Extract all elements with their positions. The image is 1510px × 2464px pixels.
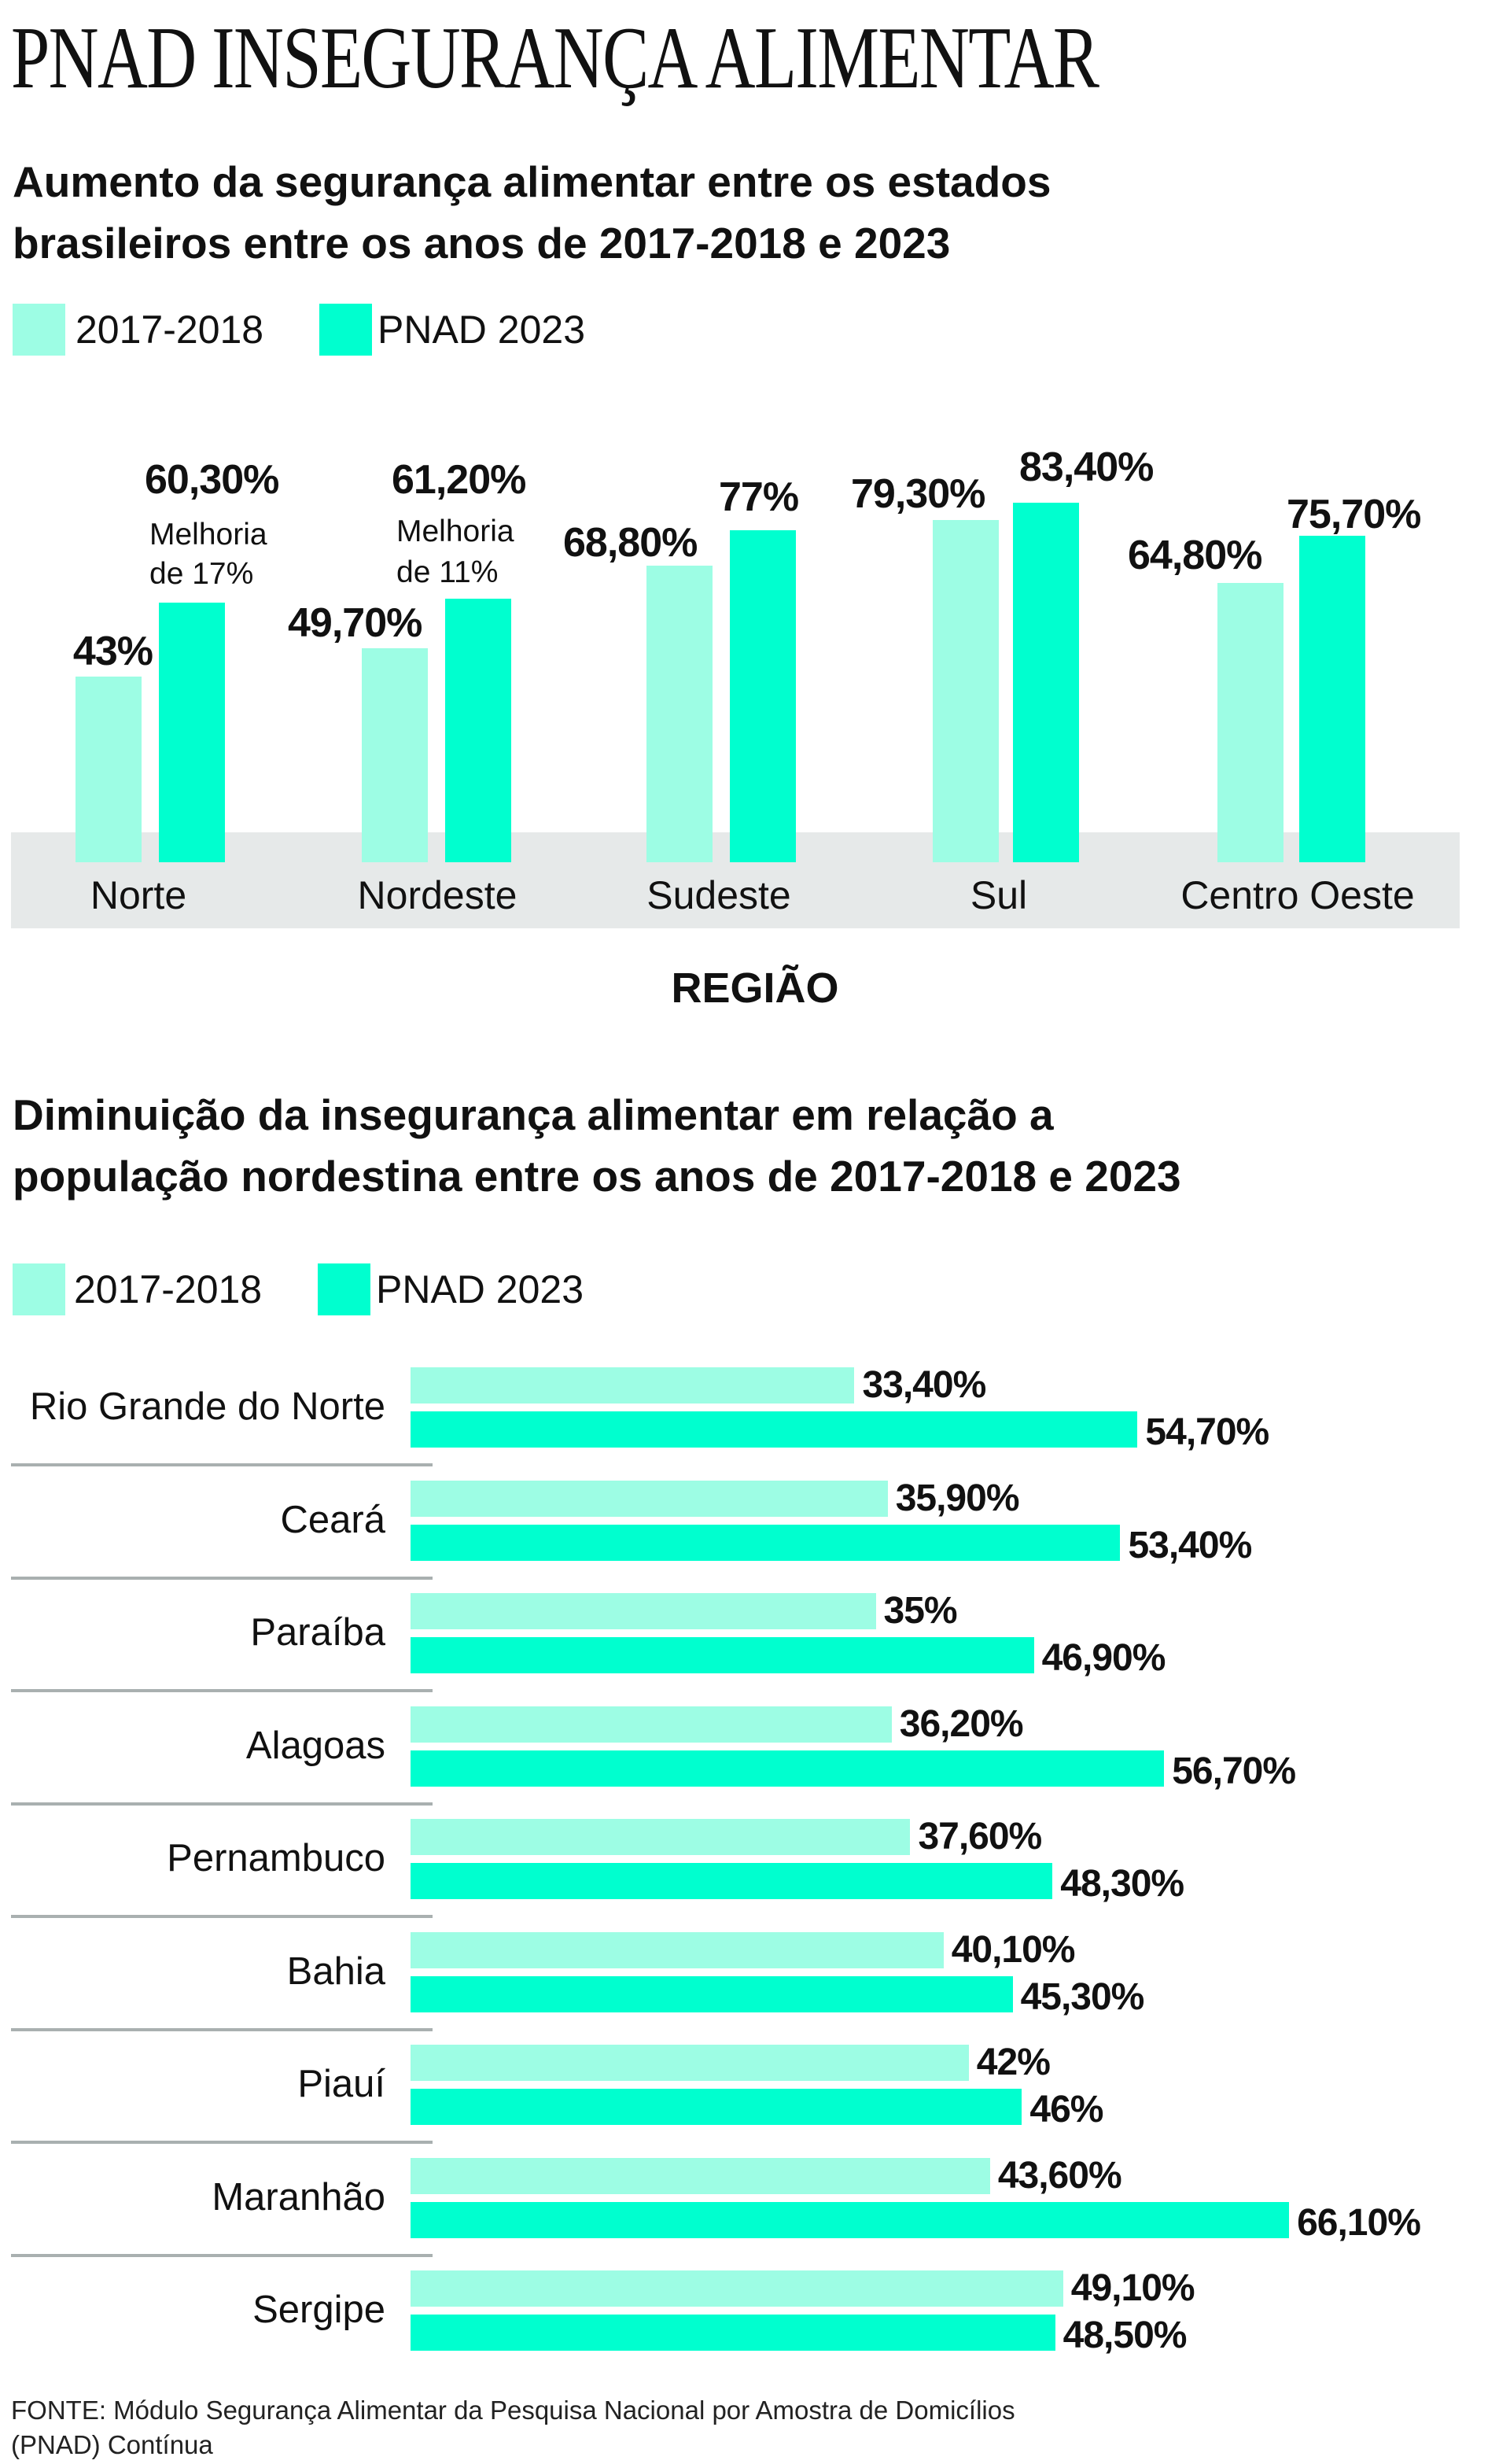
hbar-2023 xyxy=(411,1975,1013,2012)
x-axis-label: REGIÃO xyxy=(671,965,839,1012)
value-label: 46,90% xyxy=(1041,1637,1166,1679)
row-separator xyxy=(11,1802,433,1806)
annotation-text: de 17% xyxy=(149,557,254,591)
state-label: Alagoas xyxy=(245,1724,385,1767)
chart2-title-line1: Diminuição da insegurança alimentar em r… xyxy=(13,1090,1054,1139)
category-label: Sudeste xyxy=(646,873,791,917)
value-label: 54,70% xyxy=(1145,1411,1269,1453)
value-label: 48,30% xyxy=(1060,1863,1184,1905)
value-label: 43% xyxy=(72,629,153,674)
source-line1: FONTE: Módulo Segurança Alimentar da Pes… xyxy=(11,2396,1015,2425)
value-label: 35% xyxy=(883,1590,958,1632)
legend1-label-2023: PNAD 2023 xyxy=(378,308,586,352)
legend1-swatch-2017-2018 xyxy=(13,304,65,356)
bar-sul-2017-2018 xyxy=(933,520,999,862)
value-label: 48,50% xyxy=(1063,2315,1188,2356)
row-separator xyxy=(11,1915,433,1918)
hbar-2017-2018 xyxy=(411,1480,888,1517)
state-label: Paraíba xyxy=(250,1611,385,1654)
hbar-2023 xyxy=(411,2089,1022,2125)
value-label: 37,60% xyxy=(918,1816,1042,1857)
bar-sul-2023 xyxy=(1013,502,1079,862)
legend2-label-2017-2018: 2017-2018 xyxy=(74,1267,263,1311)
legend2-label-2023: PNAD 2023 xyxy=(376,1267,584,1311)
value-label: 61,20% xyxy=(392,457,526,503)
state-label: Pernambuco xyxy=(167,1837,385,1879)
bar-norte-2023 xyxy=(159,602,225,862)
hbar-2017-2018 xyxy=(411,2045,969,2081)
row-separator xyxy=(11,1576,433,1580)
hbar-2023 xyxy=(411,1411,1138,1448)
hbar-2023 xyxy=(411,1524,1121,1561)
hbar-2017-2018 xyxy=(411,1593,876,1629)
bar-sudeste-2023 xyxy=(730,530,796,862)
state-label: Sergipe xyxy=(252,2289,385,2331)
source-line2: (PNAD) Contínua xyxy=(11,2430,213,2459)
hbar-2017-2018 xyxy=(411,1367,855,1404)
category-label: Nordeste xyxy=(357,873,517,917)
main-title: PNAD INSEGURANÇA ALIMENTAR xyxy=(11,9,1099,107)
value-label: 49,10% xyxy=(1070,2267,1195,2309)
value-label: 64,80% xyxy=(1128,533,1262,578)
category-label: Centro Oeste xyxy=(1180,873,1415,917)
bar-sudeste-2017-2018 xyxy=(646,565,713,862)
hbar-2023 xyxy=(411,1863,1053,1899)
row-separator xyxy=(11,2027,433,2031)
category-label: Norte xyxy=(90,873,187,917)
value-label: 45,30% xyxy=(1020,1975,1145,2018)
state-label: Maranhão xyxy=(212,2175,385,2219)
value-label: 42% xyxy=(976,2042,1051,2083)
value-label: 66,10% xyxy=(1297,2201,1421,2244)
value-label: 60,30% xyxy=(145,457,279,503)
value-label: 79,30% xyxy=(851,471,985,517)
row-separator xyxy=(11,2253,433,2257)
value-label: 46% xyxy=(1029,2089,1103,2130)
chart1-title-line1: Aumento da segurança alimentar entre os … xyxy=(13,157,1051,206)
chart2-title-line2: população nordestina entre os anos de 20… xyxy=(13,1152,1181,1201)
annotation-text: Melhoria xyxy=(149,518,267,551)
annotation-text: Melhoria xyxy=(396,515,514,548)
value-label: 56,70% xyxy=(1172,1750,1296,1792)
hbar-2023 xyxy=(411,2201,1290,2238)
hbar-2017-2018 xyxy=(411,1819,911,1855)
state-label: Piauí xyxy=(297,2063,385,2105)
bar-centro-oeste-2017-2018 xyxy=(1217,582,1284,862)
annotation-text: de 11% xyxy=(396,555,499,589)
state-label: Rio Grande do Norte xyxy=(29,1385,385,1428)
hbar-2017-2018 xyxy=(411,1706,892,1743)
state-label: Ceará xyxy=(280,1498,385,1541)
value-label: 35,90% xyxy=(895,1477,1020,1519)
category-label: Sul xyxy=(970,873,1028,917)
legend2-swatch-2017-2018 xyxy=(13,1263,65,1315)
bar-nordeste-2017-2018 xyxy=(362,647,428,862)
chart1-title-line2: brasileiros entre os anos de 2017-2018 e… xyxy=(13,219,951,267)
value-label: 53,40% xyxy=(1128,1524,1252,1566)
row-separator xyxy=(11,1689,433,1692)
hbar-2017-2018 xyxy=(411,2157,990,2194)
hbar-2023 xyxy=(411,1637,1034,1673)
bar-nordeste-2023 xyxy=(445,598,511,862)
hbar-2017-2018 xyxy=(411,2270,1063,2307)
value-label: 49,70% xyxy=(288,600,422,646)
bar-norte-2017-2018 xyxy=(76,677,142,862)
value-label: 77% xyxy=(719,474,799,520)
value-label: 33,40% xyxy=(862,1364,986,1406)
legend2-swatch-2023 xyxy=(318,1263,370,1315)
value-label: 40,10% xyxy=(951,1928,1076,1971)
row-separator xyxy=(11,1463,433,1466)
value-label: 68,80% xyxy=(563,520,698,566)
legend1-label-2017-2018: 2017-2018 xyxy=(76,308,264,352)
value-label: 43,60% xyxy=(997,2154,1122,2197)
hbar-2023 xyxy=(411,1750,1165,1787)
hbar-2023 xyxy=(411,2315,1055,2351)
value-label: 36,20% xyxy=(899,1702,1024,1745)
hbar-2017-2018 xyxy=(411,1931,944,1968)
bar-centro-oeste-2023 xyxy=(1299,536,1365,862)
value-label: 75,70% xyxy=(1287,492,1421,537)
row-separator xyxy=(11,2141,433,2144)
legend1-swatch-2023 xyxy=(319,304,372,356)
value-label: 83,40% xyxy=(1019,444,1154,490)
state-label: Bahia xyxy=(286,1949,385,1993)
